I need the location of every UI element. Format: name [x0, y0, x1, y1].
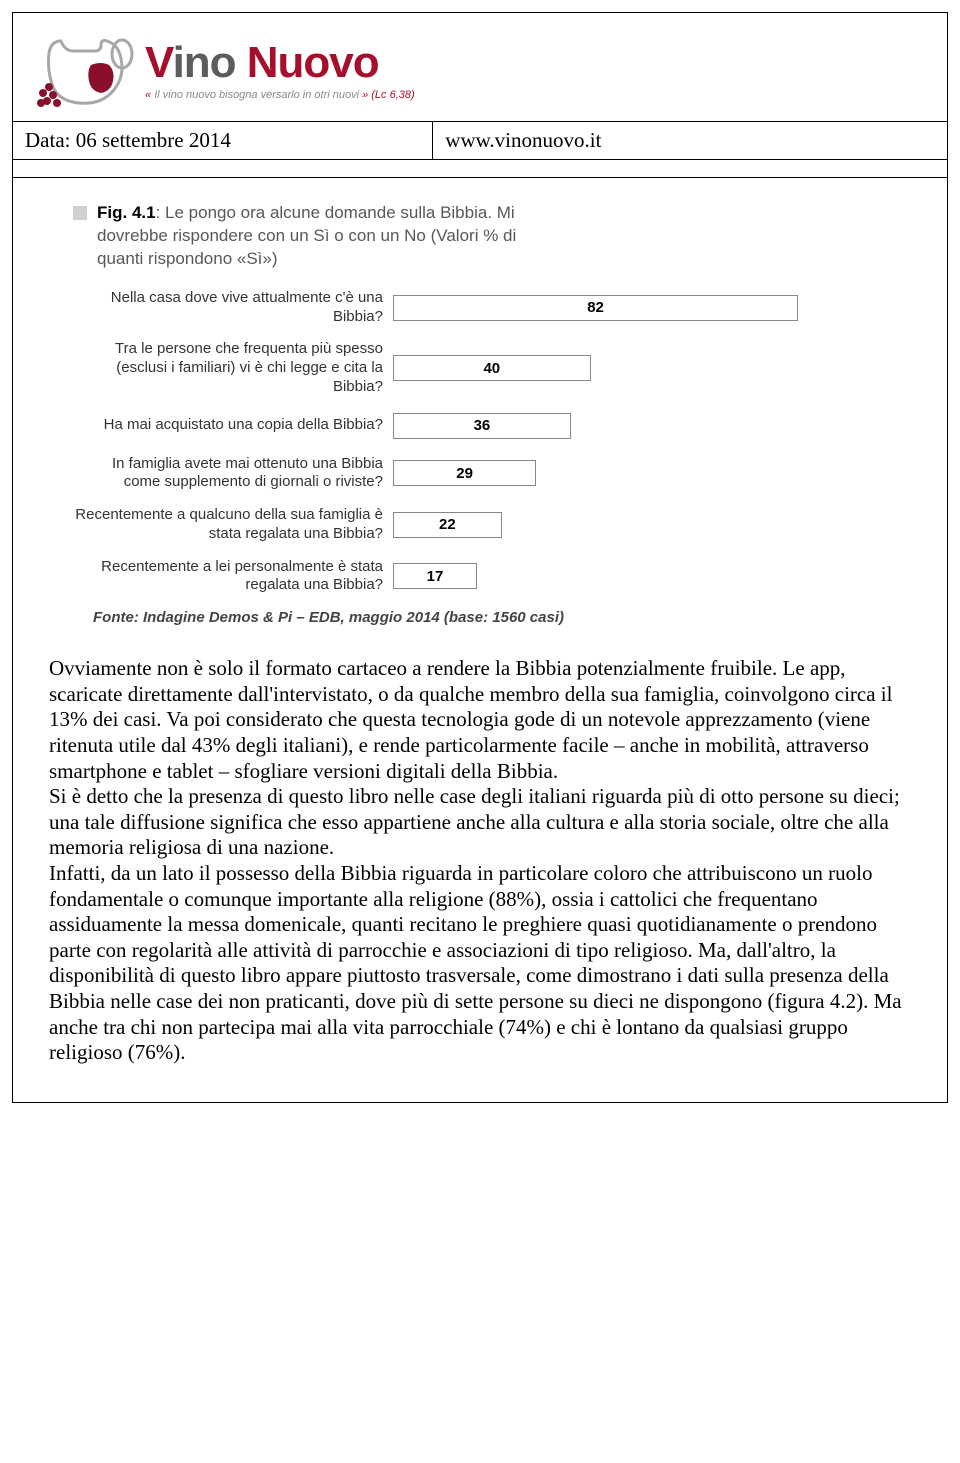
header-box: Vino Nuovo « Il vino nuovo bisogna versa…	[13, 13, 947, 178]
chart-source-prefix: Fonte:	[93, 609, 143, 626]
url-cell: www.vinonuovo.it	[433, 122, 947, 159]
tagline-text: Il vino nuovo bisogna versarlo in otri n…	[154, 89, 359, 101]
body-paragraph: Infatti, da un lato il possesso della Bi…	[49, 861, 902, 1064]
logo-letter-v: V	[145, 38, 173, 87]
logo-word-nuovo: Nuovo	[247, 38, 379, 87]
chart-row: In famiglia avete mai ottenuto una Bibbi…	[73, 455, 887, 493]
chart-row: Recentemente a qualcuno della sua famigl…	[73, 506, 887, 544]
chart-bar: 22	[393, 512, 502, 538]
chart-bar-zone: 22	[393, 510, 887, 540]
chart-row: Recentemente a lei personalmente è stata…	[73, 558, 887, 596]
chart-row-label: In famiglia avete mai ottenuto una Bibbi…	[73, 455, 393, 493]
chart-caption: Fig. 4.1: Le pongo ora alcune domande su…	[73, 202, 887, 271]
chart-caption-text: Fig. 4.1: Le pongo ora alcune domande su…	[97, 202, 557, 271]
chart-source-text: Indagine Demos & Pi – EDB, maggio 2014 (…	[143, 609, 564, 626]
chart-bar: 82	[393, 295, 798, 321]
chart-bar-zone: 82	[393, 293, 887, 323]
chart-row-label: Tra le persone che frequenta più spesso …	[73, 340, 393, 396]
chart-rows: Nella casa dove vive attualmente c'è una…	[73, 289, 887, 595]
chart-bar-zone: 17	[393, 561, 887, 591]
body-text: Ovviamente non è solo il formato cartace…	[13, 636, 947, 1102]
chart-bar-zone: 40	[393, 353, 887, 383]
body-paragraph: Si è detto che la presenza di questo lib…	[49, 784, 900, 859]
chart-bar: 40	[393, 355, 591, 381]
chart-bar: 36	[393, 413, 571, 439]
logo-word-ino: ino	[173, 38, 247, 87]
chart-bar-zone: 29	[393, 458, 887, 488]
chart-bar: 29	[393, 460, 536, 486]
logo-title: Vino Nuovo	[145, 41, 415, 85]
chart-caption-rest: : Le pongo ora alcune domande sulla Bibb…	[97, 203, 516, 268]
chart-bar-zone: 36	[393, 411, 887, 441]
chart-source: Fonte: Indagine Demos & Pi – EDB, maggio…	[73, 609, 887, 626]
chart-row: Ha mai acquistato una copia della Bibbia…	[73, 411, 887, 441]
chart-caption-marker	[73, 206, 87, 220]
chart-row-label: Recentemente a lei personalmente è stata…	[73, 558, 393, 596]
tagline-close-quote: » (Lc 6,38)	[359, 89, 415, 101]
logo-row: Vino Nuovo « Il vino nuovo bisogna versa…	[13, 13, 947, 121]
chart-fig-label: Fig. 4.1	[97, 203, 156, 222]
body-paragraph: Ovviamente non è solo il formato cartace…	[49, 656, 892, 782]
logo-text-block: Vino Nuovo « Il vino nuovo bisogna versa…	[145, 41, 415, 101]
page-frame: Vino Nuovo « Il vino nuovo bisogna versa…	[12, 12, 948, 1103]
chart-row-label: Nella casa dove vive attualmente c'è una…	[73, 289, 393, 327]
logo-tagline: « Il vino nuovo bisogna versarlo in otri…	[145, 89, 415, 101]
date-cell: Data: 06 settembre 2014	[13, 122, 433, 159]
wine-jug-icon	[31, 31, 141, 111]
chart-bar: 17	[393, 563, 477, 589]
empty-header-row	[13, 159, 947, 177]
logo: Vino Nuovo « Il vino nuovo bisogna versa…	[31, 31, 415, 111]
tagline-open-quote: «	[145, 89, 154, 101]
chart-row-label: Ha mai acquistato una copia della Bibbia…	[73, 416, 393, 435]
chart-area: Fig. 4.1: Le pongo ora alcune domande su…	[13, 178, 947, 636]
chart-row-label: Recentemente a qualcuno della sua famigl…	[73, 506, 393, 544]
info-row: Data: 06 settembre 2014 www.vinonuovo.it	[13, 121, 947, 159]
chart-row: Nella casa dove vive attualmente c'è una…	[73, 289, 887, 327]
chart-row: Tra le persone che frequenta più spesso …	[73, 340, 887, 396]
